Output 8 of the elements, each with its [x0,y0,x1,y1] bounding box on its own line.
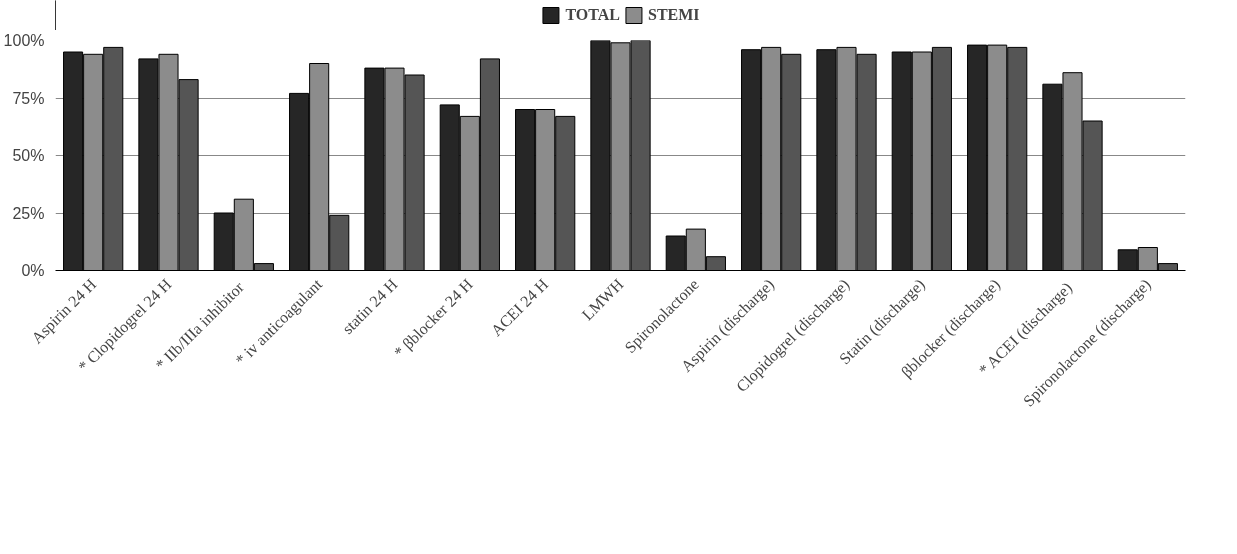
legend-label: TOTAL [565,6,620,24]
legend-label: STEMI [647,6,700,24]
y-tick-label: 25% [12,204,45,222]
y-tick-label: 50% [12,147,45,164]
y-tick-label: 0% [21,262,45,279]
y-tick-label: 75% [12,89,45,107]
x-tick-label: statin 24 H [338,275,401,338]
y-tick-label: 100% [3,32,45,49]
